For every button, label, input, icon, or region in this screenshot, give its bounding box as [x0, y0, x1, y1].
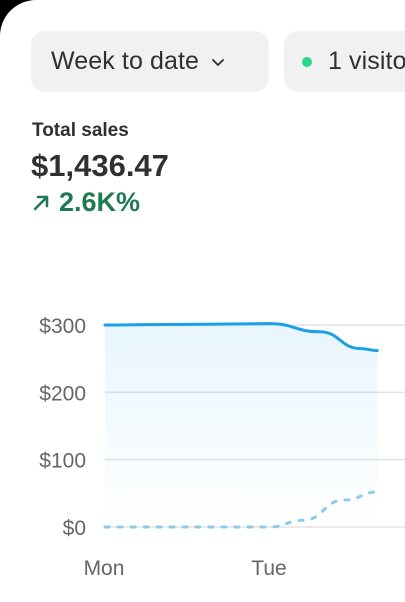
sales-change-value: 2.6K%: [59, 187, 141, 217]
comparison-period-line: [103, 490, 379, 529]
sales-change: 2.6K%: [31, 187, 140, 218]
current-period-line: [103, 322, 379, 353]
x-tick-label: Mon: [84, 557, 125, 580]
date-range-label: Week to date: [51, 47, 200, 75]
y-tick-label: $100: [39, 450, 86, 473]
live-status-dot-icon: [302, 56, 312, 67]
chevron-down-icon: [212, 58, 224, 66]
y-tick-label: $0: [63, 517, 86, 540]
series-area: [105, 323, 378, 527]
total-sales-label: Total sales: [32, 120, 129, 141]
visitors-label: 1 visitor: [328, 47, 405, 75]
arrow-up-right-icon: [33, 195, 49, 210]
date-range-selector[interactable]: Week to date: [31, 31, 269, 92]
y-tick-label: $200: [39, 382, 86, 405]
sales-line-chart: $300 $200 $100 $0 Mon Tue: [39, 315, 405, 580]
x-tick-label: Tue: [251, 557, 286, 580]
live-visitors-chip[interactable]: 1 visitor: [284, 31, 405, 92]
y-tick-label: $300: [39, 315, 86, 338]
total-sales-value: $1,436.47: [31, 148, 169, 183]
